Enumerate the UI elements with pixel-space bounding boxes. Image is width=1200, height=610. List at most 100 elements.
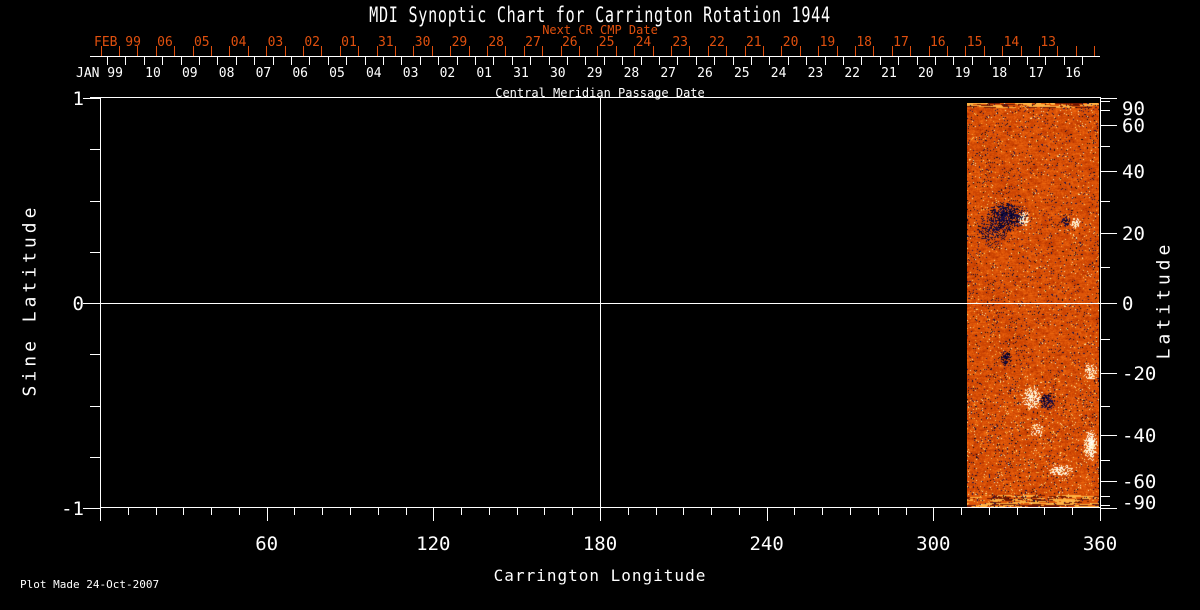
lon-minor-tick	[294, 508, 296, 515]
cmp-axis-tick	[861, 56, 863, 65]
next-cr-axis-tick	[523, 46, 525, 56]
cmp-date-label: 22	[844, 66, 861, 81]
cmp-date-label: 26	[697, 66, 713, 81]
lon-minor-tick	[572, 508, 574, 515]
lat-major-tick	[1101, 171, 1117, 173]
lat-major-tick	[1101, 373, 1117, 375]
next-cr-axis-tick	[836, 46, 838, 56]
lon-minor-tick	[405, 508, 407, 515]
cmp-axis-tick	[935, 56, 936, 65]
lat-minor-tick	[1101, 405, 1110, 407]
cmp-axis-tick	[769, 56, 771, 65]
next-cr-axis-tick	[229, 46, 231, 56]
next-cr-axis-tick	[579, 46, 580, 56]
cmp-axis-tick	[916, 56, 918, 65]
cmp-date-label: 29	[586, 66, 603, 81]
next-cr-date-label: 17	[893, 35, 909, 50]
next-cr-axis-tick	[431, 46, 433, 56]
cmp-axis-tick	[493, 56, 495, 65]
next-cr-axis-tick	[983, 46, 985, 56]
next-cr-axis-tick	[597, 46, 599, 56]
next-cr-date-label: 18	[856, 35, 873, 50]
cmp-axis-tick	[787, 56, 789, 65]
right-axis-title: Latitude	[1153, 240, 1175, 360]
cmp-axis-tick	[714, 56, 716, 65]
next-cr-axis-tick	[1020, 46, 1022, 56]
next-cr-axis-tick	[634, 46, 636, 56]
next-cr-axis-tick	[910, 46, 912, 56]
cmp-axis-tick	[309, 56, 311, 65]
cmp-axis-tick	[695, 56, 697, 65]
lon-minor-tick	[238, 508, 240, 515]
chart-title: MDI Synoptic Chart for Carrington Rotati…	[369, 3, 831, 27]
cmp-date-label: 16	[1065, 66, 1081, 81]
cmp-axis-tick	[456, 56, 458, 65]
lat-tick-label: 0	[1122, 293, 1134, 315]
next-cr-date-label: 01	[341, 35, 357, 50]
lat-minor-tick	[1101, 495, 1110, 497]
next-cr-axis-tick	[137, 46, 139, 56]
lat-minor-tick	[1101, 504, 1110, 506]
cmp-date-label: 06	[292, 66, 309, 81]
cmp-axis-tick	[843, 56, 844, 65]
lon-minor-tick	[822, 508, 824, 515]
next-cr-date-label: 24	[635, 35, 652, 50]
lon-minor-tick	[738, 508, 740, 515]
next-cr-date-label: 14	[1003, 35, 1020, 50]
cmp-axis-tick	[530, 56, 532, 65]
lat-minor-tick	[1101, 145, 1110, 147]
next-cr-date-label: 27	[525, 35, 541, 50]
next-cr-axis-tick	[763, 46, 764, 56]
next-cr-date-label: 31	[377, 35, 394, 50]
cmp-date-label: 05	[329, 66, 345, 81]
cmp-date-label: 02	[439, 66, 456, 81]
cmp-month-label: JAN 99	[76, 66, 123, 81]
next-cr-axis-tick	[799, 46, 801, 56]
lat-minor-tick	[1101, 338, 1110, 340]
cmp-axis-tick	[107, 56, 108, 65]
sinelat-minor-tick	[90, 149, 100, 151]
plot-frame-right	[1100, 97, 1101, 508]
lat-tick-label: 20	[1122, 222, 1145, 245]
lon-minor-tick	[488, 508, 490, 515]
cmp-axis-tick	[1063, 56, 1065, 65]
lat-minor-tick	[1101, 460, 1110, 462]
next-cr-date-label: 19	[819, 35, 836, 50]
cmp-axis-tick	[199, 56, 200, 65]
next-cr-month-label: FEB 99	[94, 35, 141, 50]
sinelat-major-tick	[83, 98, 100, 99]
cmp-date-label: 10	[145, 66, 161, 81]
lon-minor-tick	[655, 508, 657, 515]
next-cr-date-label: 26	[561, 35, 578, 50]
next-cr-axis-tick	[450, 46, 452, 56]
lat-minor-tick	[1101, 101, 1110, 103]
cmp-axis-tick	[603, 56, 605, 65]
lat-minor-tick	[1101, 110, 1110, 112]
next-cr-axis-tick	[376, 46, 378, 56]
cmp-axis-tick	[383, 56, 384, 65]
lon-minor-tick	[127, 508, 129, 515]
lon-major-tick	[766, 508, 768, 521]
lat-major-tick	[1101, 125, 1117, 127]
next-cr-date-label: 05	[193, 35, 210, 50]
next-cr-axis-tick	[855, 46, 856, 56]
next-cr-date-label: 04	[230, 35, 247, 50]
cmp-date-label: 31	[513, 66, 529, 81]
cmp-date-label: 24	[770, 66, 787, 81]
cmp-axis-tick	[438, 56, 440, 65]
next-cr-axis-tick	[155, 46, 157, 56]
lon-major-tick	[933, 508, 935, 521]
next-cr-axis-tick	[707, 46, 709, 56]
cmp-date-label: 25	[733, 66, 750, 81]
next-cr-date-label: 20	[782, 35, 799, 50]
lon-minor-tick	[988, 508, 990, 515]
cmp-axis-tick	[511, 56, 513, 65]
cmp-date-label: 07	[255, 66, 272, 81]
cmp-axis-line	[90, 56, 1100, 57]
next-cr-axis-tick	[671, 46, 672, 56]
next-cr-axis-tick	[487, 46, 488, 56]
lon-tick-label: 300	[916, 533, 951, 555]
lon-minor-tick	[711, 508, 713, 515]
lon-tick-label: 180	[582, 533, 618, 555]
